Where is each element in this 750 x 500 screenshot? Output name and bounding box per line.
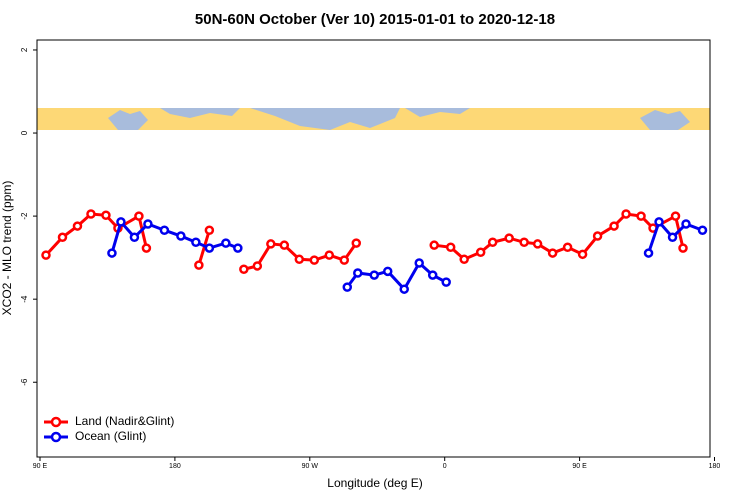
data-point [129, 232, 140, 243]
x-tick-label: 180 [169, 463, 181, 470]
data-point [519, 237, 529, 248]
data-point [204, 243, 215, 253]
data-point [609, 221, 619, 231]
legend-label: Ocean (Glint) [75, 429, 146, 443]
data-point [134, 211, 144, 221]
data-point [221, 238, 231, 248]
data-point [487, 237, 498, 248]
x-tick-label: 90 E [33, 463, 48, 470]
x-tick-label: 90 W [302, 463, 319, 470]
data-point [351, 238, 362, 248]
data-point [324, 250, 335, 260]
data-point [654, 217, 664, 227]
y-axis-label: XCO2 - MLO trend (ppm) [0, 181, 14, 316]
data-point [532, 239, 543, 249]
data-point [475, 247, 486, 257]
data-point [342, 282, 353, 292]
data-point [252, 261, 263, 271]
x-tick-label: 180 [709, 463, 721, 470]
data-point [621, 209, 631, 219]
data-point [309, 255, 320, 265]
legend: Land (Nadir&Glint) Ocean (Glint) [44, 414, 174, 443]
data-point [239, 264, 249, 275]
data-point [143, 219, 153, 229]
plot-frame [36, 39, 711, 458]
data-point [279, 240, 290, 250]
data-point [414, 258, 424, 268]
data-point [72, 221, 83, 231]
data-point [107, 248, 117, 258]
data-point [427, 270, 438, 280]
data-point [504, 233, 514, 243]
data-point [670, 211, 681, 221]
y-tick-label: 2 [20, 47, 29, 52]
data-point [636, 211, 646, 221]
data-point [86, 209, 96, 219]
data-point [116, 217, 126, 227]
data-point [678, 243, 688, 253]
data-point [667, 232, 678, 243]
data-point [294, 254, 305, 265]
data-point [266, 239, 276, 249]
data-point [547, 248, 558, 258]
data-point [339, 255, 350, 265]
data-point [592, 231, 603, 241]
data-point [176, 231, 186, 241]
data-point [429, 240, 439, 250]
data-point [681, 219, 691, 229]
data-point [191, 237, 201, 248]
data-point [369, 270, 379, 280]
x-axis-label: Longitude (deg E) [327, 476, 422, 490]
legend-label: Land (Nadir&Glint) [75, 414, 174, 428]
data-point [459, 254, 469, 265]
data-point [643, 248, 654, 258]
data-point [697, 225, 708, 235]
data-point [194, 260, 204, 270]
x-tick-label: 0 [443, 463, 447, 470]
y-tick-label: 0 [20, 130, 29, 135]
data-point [577, 249, 588, 260]
x-tick-label: 90 E [572, 463, 587, 470]
world-map-strip [37, 108, 710, 130]
y-tick-label: -4 [20, 295, 29, 303]
data-point [399, 284, 409, 294]
y-tick-label: -2 [20, 212, 29, 220]
legend-marker [50, 431, 62, 443]
data-point [562, 242, 573, 253]
data-point [57, 232, 68, 243]
data-point [441, 277, 451, 287]
data-point [41, 250, 51, 260]
data-point [141, 243, 152, 253]
data-point [101, 210, 111, 221]
data-point [159, 225, 170, 235]
data-point [233, 243, 243, 253]
data-point [204, 225, 215, 235]
legend-marker [50, 416, 62, 428]
data-point [353, 268, 363, 278]
data-point [382, 266, 393, 277]
series-line [44, 212, 685, 271]
data-point [445, 242, 456, 253]
y-tick-label: -6 [20, 378, 29, 386]
chart-title: 50N-60N October (Ver 10) 2015-01-01 to 2… [195, 11, 555, 28]
